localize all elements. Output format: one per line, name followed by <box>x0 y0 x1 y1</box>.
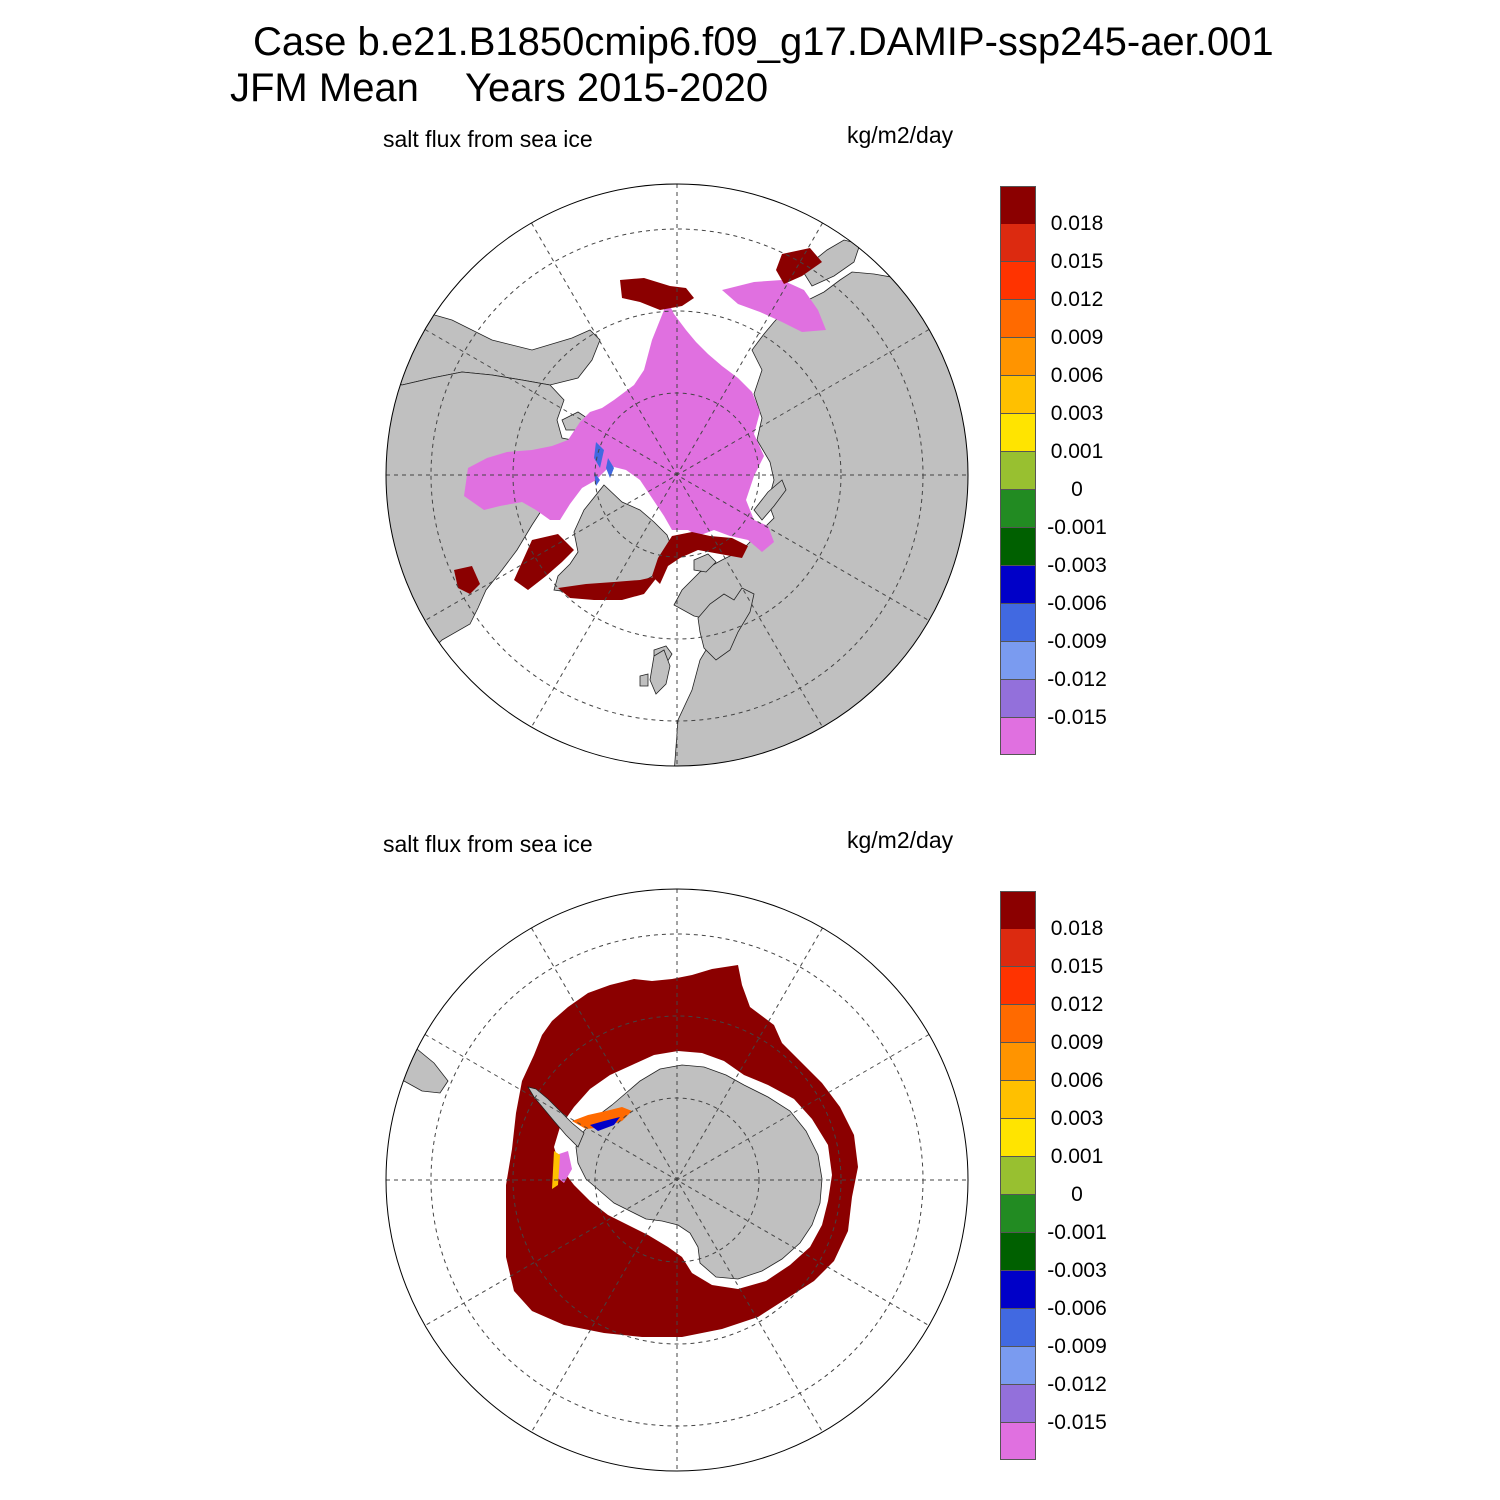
arctic-graticule <box>386 184 968 766</box>
antarctic-graticule <box>386 889 968 1471</box>
arctic-colorbar <box>1000 186 1036 758</box>
colorbar-box <box>1000 1309 1036 1347</box>
colorbar-box <box>1000 642 1036 680</box>
colorbar-box <box>1000 1271 1036 1309</box>
colorbar-tick-label: 0.006 <box>1050 364 1104 387</box>
season-label: JFM Mean <box>230 66 419 110</box>
colorbar-box <box>1000 1347 1036 1385</box>
colorbar-box <box>1000 262 1036 300</box>
colorbar-tick-label: -0.003 <box>1047 1259 1107 1282</box>
colorbar-box <box>1000 528 1036 566</box>
years-label: Years 2015-2020 <box>464 66 769 110</box>
archipelago-low-flux-channels <box>594 442 614 486</box>
antarctic-peninsula <box>527 1086 585 1148</box>
okhotsk-negative-flux <box>722 280 826 332</box>
colorbar-box <box>1000 1081 1036 1119</box>
colorbar-box <box>1000 338 1036 376</box>
antarctic-variable-label: salt flux from sea ice <box>383 831 593 857</box>
colorbar-tick-label: -0.001 <box>1047 1221 1107 1244</box>
figure-title-period: JFM Mean Years 2015-2020 <box>230 68 768 108</box>
colorbar-tick-label: -0.012 <box>1047 1373 1107 1396</box>
colorbar-tick-label: 0.003 <box>1050 1107 1104 1130</box>
colorbar-tick-label: 0.012 <box>1050 288 1104 311</box>
colorbar-tick-label: 0.001 <box>1050 1145 1104 1168</box>
colorbar-box <box>1000 1423 1036 1460</box>
colorbar-box <box>1000 718 1036 755</box>
colorbar-tick-label: -0.015 <box>1047 706 1107 729</box>
colorbar-box <box>1000 566 1036 604</box>
colorbar-tick-label: -0.006 <box>1047 1297 1107 1320</box>
colorbar-tick-label: 0 <box>1071 1183 1083 1206</box>
greenland-sea-positive-flux <box>558 576 658 600</box>
colorbar-tick-label: 0.009 <box>1050 1031 1104 1054</box>
antarctic-map-border <box>385 888 969 1472</box>
colorbar-box <box>1000 1195 1036 1233</box>
novaya-zemlya <box>753 479 787 521</box>
colorbar-box <box>1000 1385 1036 1423</box>
bering-positive-flux <box>620 278 694 310</box>
colorbar-tick-label: 0.015 <box>1050 955 1104 978</box>
colorbar-tick-label: 0.001 <box>1050 440 1104 463</box>
colorbar-box <box>1000 300 1036 338</box>
arctic-map-border <box>385 183 969 767</box>
far-east-landmass <box>801 239 861 287</box>
colorbar-box <box>1000 967 1036 1005</box>
colorbar-box <box>1000 452 1036 490</box>
scandinavia <box>697 587 755 661</box>
colorbar-box <box>1000 604 1036 642</box>
colorbar-box <box>1000 414 1036 452</box>
colorbar-tick-label: 0 <box>1071 478 1083 501</box>
colorbar-box <box>1000 490 1036 528</box>
colorbar-tick-label: -0.012 <box>1047 668 1107 691</box>
figure-title-case: Case b.e21.B1850cmip6.f09_g17.DAMIP-ssp2… <box>253 20 1274 64</box>
colorbar-tick-label: -0.003 <box>1047 554 1107 577</box>
barents-positive-flux <box>652 532 748 584</box>
arctic-variable-label: salt flux from sea ice <box>383 126 593 152</box>
colorbar-box <box>1000 929 1036 967</box>
british-isles <box>639 649 671 695</box>
colorbar-box <box>1000 1119 1036 1157</box>
antarctic-colorbar-labels: 0.018 0.015 0.012 0.009 0.006 0.003 0.001 0 -0.0… <box>1040 891 1114 1463</box>
arctic-units-label: kg/m2/day <box>847 122 954 148</box>
okhotsk-positive-flux <box>776 248 822 284</box>
colorbar-tick-label: 0.009 <box>1050 326 1104 349</box>
weddell-low-flux <box>590 1117 620 1131</box>
weddell-transition-flux <box>572 1107 632 1129</box>
antarctic-units-label: kg/m2/day <box>847 827 954 853</box>
colorbar-box <box>1000 1005 1036 1043</box>
colorbar-box <box>1000 1043 1036 1081</box>
colorbar-tick-label: 0.018 <box>1050 212 1104 235</box>
antarctic-polar-map <box>385 888 969 1472</box>
antarctic-colorbar <box>1000 891 1036 1463</box>
colorbar-box <box>1000 891 1036 930</box>
colorbar-box <box>1000 680 1036 718</box>
colorbar-tick-label: -0.001 <box>1047 516 1107 539</box>
colorbar-tick-label: -0.009 <box>1047 1335 1107 1358</box>
colorbar-tick-label: 0.015 <box>1050 250 1104 273</box>
arctic-polar-map <box>385 183 969 767</box>
colorbar-box <box>1000 1233 1036 1271</box>
colorbar-box <box>1000 186 1036 225</box>
arctic-negative-flux-region <box>464 294 774 552</box>
colorbar-tick-label: 0.012 <box>1050 993 1104 1016</box>
svalbard <box>693 553 717 573</box>
hudson-positive-flux <box>454 566 480 594</box>
colorbar-tick-label: 0.003 <box>1050 402 1104 425</box>
colorbar-tick-label: 0.006 <box>1050 1069 1104 1092</box>
colorbar-tick-label: -0.009 <box>1047 630 1107 653</box>
labrador-positive-flux <box>514 534 574 590</box>
colorbar-box <box>1000 224 1036 262</box>
antarctica-landmass <box>575 1064 823 1280</box>
colorbar-tick-label: -0.006 <box>1047 592 1107 615</box>
arctic-colorbar-labels: 0.018 0.015 0.012 0.009 0.006 0.003 0.001 0 -0.0… <box>1040 186 1114 758</box>
colorbar-box <box>1000 1157 1036 1195</box>
colorbar-box <box>1000 376 1036 414</box>
colorbar-tick-label: -0.015 <box>1047 1411 1107 1434</box>
colorbar-tick-label: 0.018 <box>1050 917 1104 940</box>
